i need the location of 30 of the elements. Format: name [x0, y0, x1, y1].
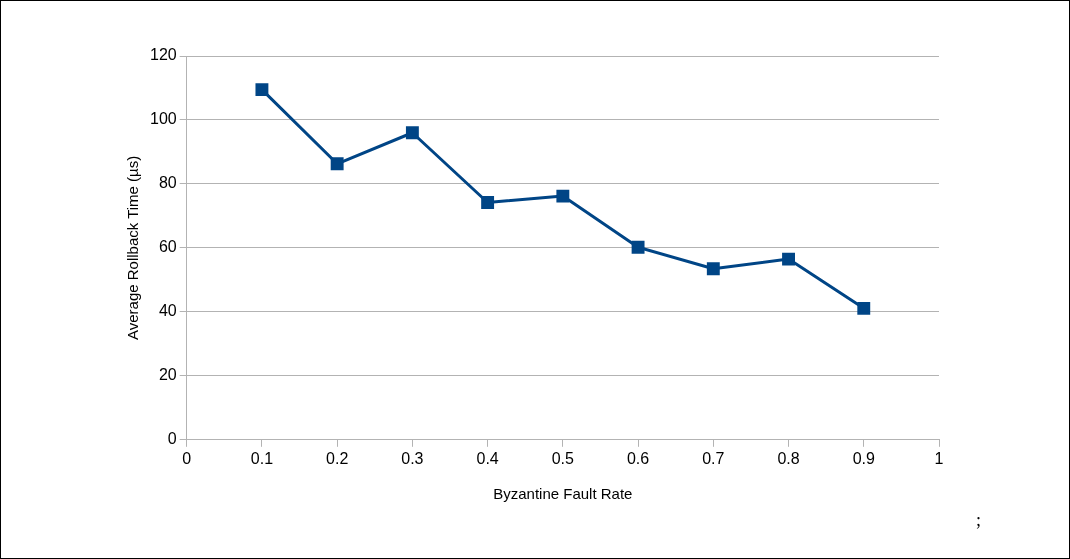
point: [556, 189, 570, 203]
x-tick-label: 0.9: [852, 449, 875, 467]
point: [481, 196, 495, 209]
point: [706, 262, 720, 276]
x-tick-label: 0.7: [702, 449, 725, 467]
y-tick-label: 40: [158, 302, 177, 320]
y-tick-label: 20: [158, 366, 177, 384]
point: [857, 301, 871, 315]
x-tick-label: 0.6: [626, 449, 650, 467]
x-tick-label: 0.3: [401, 449, 424, 467]
x-tick-label: 0.1: [250, 449, 274, 467]
x-tick-label: 0.4: [476, 449, 499, 467]
point: [405, 126, 419, 140]
x-axis-title: Byzantine Fault Rate: [493, 485, 633, 503]
y-tick-label: 100: [149, 110, 177, 128]
y-tick-label: 120: [149, 46, 177, 64]
point: [631, 240, 645, 254]
x-tick-label: 0: [182, 449, 192, 467]
point: [255, 83, 269, 97]
y-tick-label: 0: [167, 430, 177, 448]
text: ;: [976, 510, 982, 530]
x-tick-label: 0.5: [551, 449, 575, 467]
y-tick-label: 60: [158, 238, 177, 256]
y-axis-title: Average Rollback Time (µs): [124, 155, 142, 341]
point: [330, 157, 344, 171]
x-tick-label: 1: [934, 449, 944, 467]
x-tick-label: 0.8: [777, 449, 800, 467]
y-tick-label: 80: [158, 174, 177, 192]
x-tick-label: 0.2: [326, 449, 349, 467]
point: [782, 252, 795, 266]
